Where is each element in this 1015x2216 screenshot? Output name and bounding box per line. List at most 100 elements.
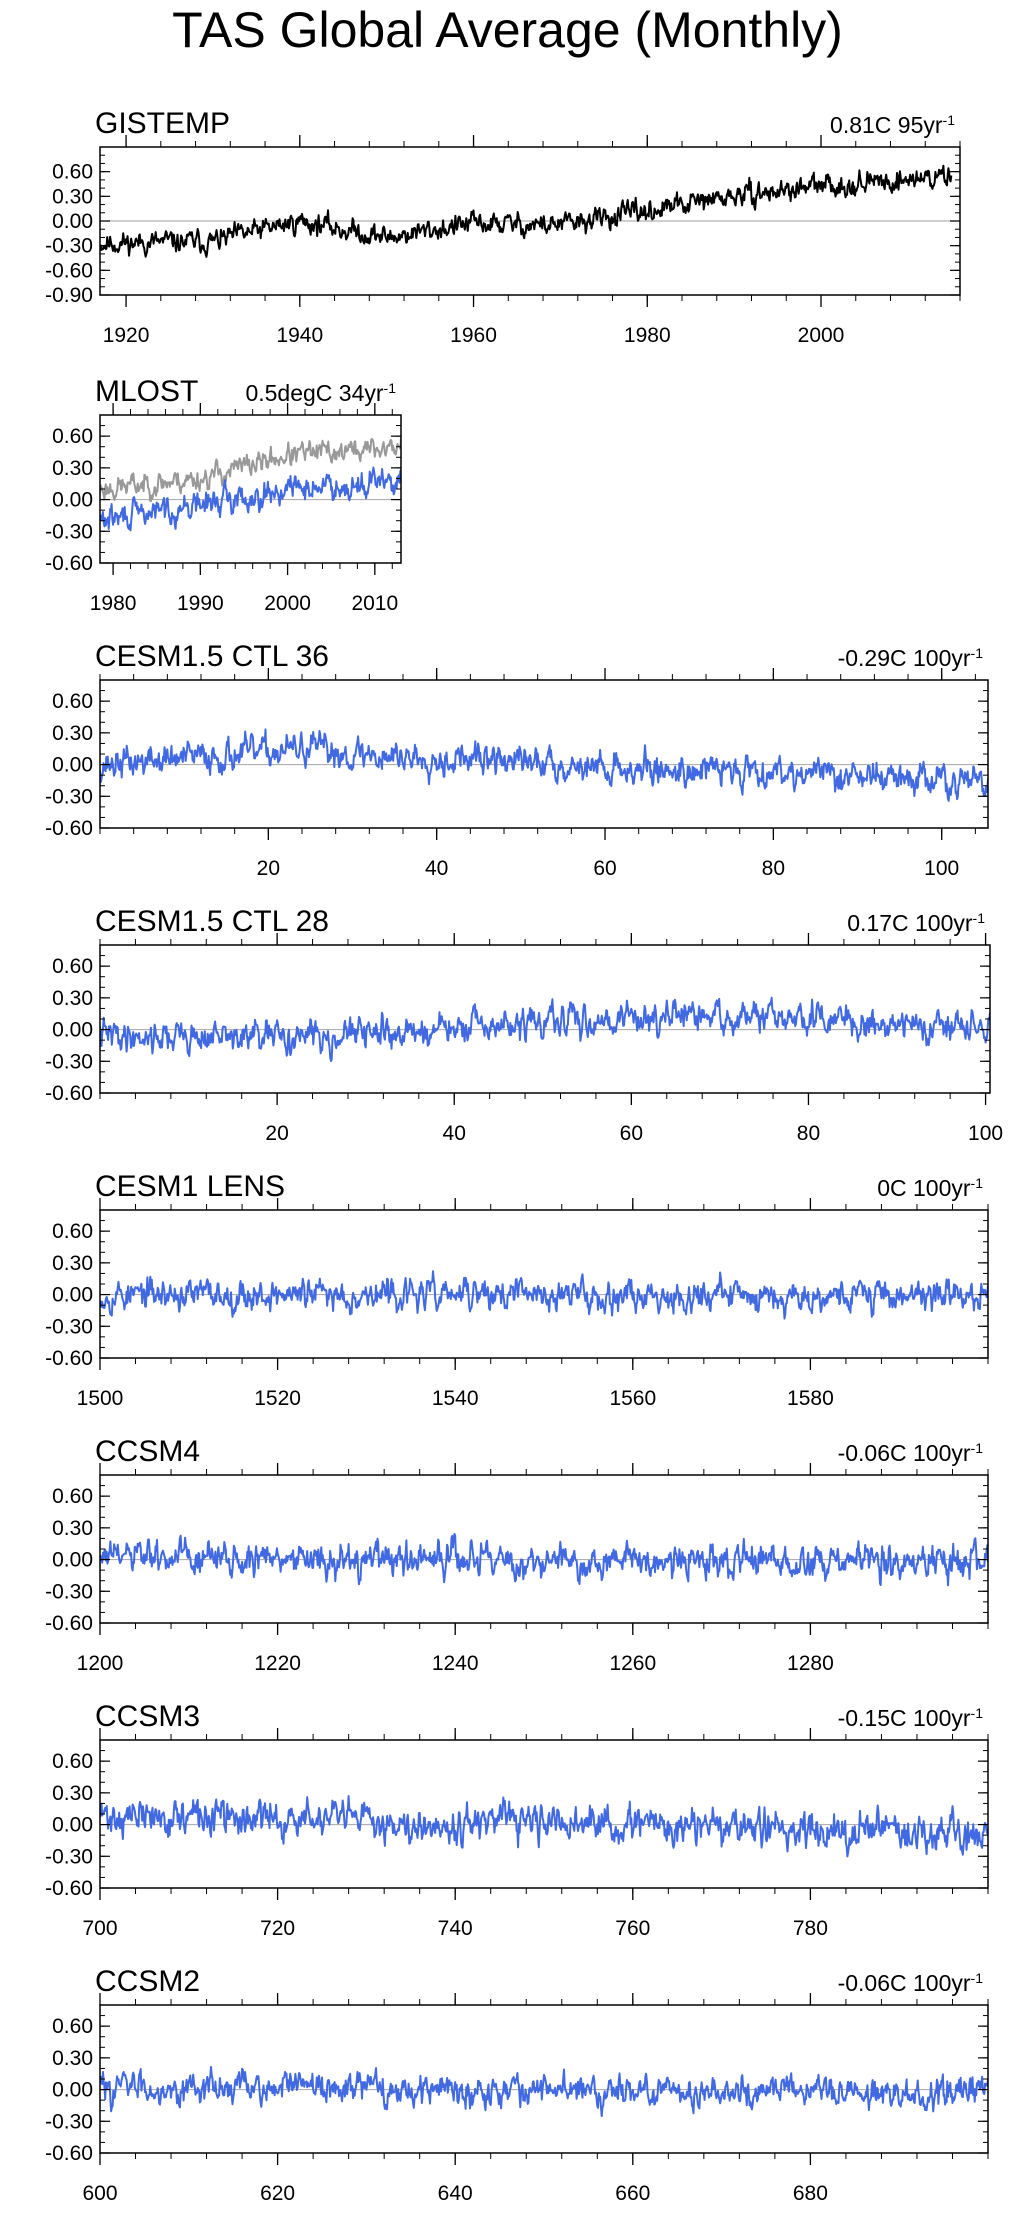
- y-tick-label: 0.60: [52, 690, 93, 713]
- series-line-1: [100, 1270, 988, 1320]
- y-tick-label: 0.00: [52, 1814, 93, 1837]
- panel-label: MLOST: [95, 375, 198, 408]
- y-tick-label: 0.60: [52, 2015, 93, 2038]
- y-tick-label: 0.60: [52, 955, 93, 978]
- x-tick-label: 1580: [787, 1387, 834, 1410]
- panel-label: GISTEMP: [95, 107, 230, 140]
- plot-frame: [99, 414, 402, 564]
- x-tick-label: 1260: [609, 1652, 656, 1675]
- y-tick-label: -0.60: [45, 2142, 93, 2165]
- x-tick-label: 640: [438, 2182, 473, 2205]
- chart-panel-cesm1-lens: CESM1 LENS 0C 100yr-1 0.60 0.30 0.00 -0.30 -0.…: [45, 1170, 989, 1410]
- series-line-2: [100, 466, 401, 532]
- y-tick-label: -0.60: [45, 1347, 93, 1370]
- y-tick-label: -0.30: [45, 520, 93, 543]
- panel-label: CESM1.5 CTL 36: [95, 640, 329, 673]
- x-tick-label: 600: [82, 2182, 117, 2205]
- y-tick-label: 0.30: [52, 1517, 93, 1540]
- y-tick-label: 0.00: [52, 2079, 93, 2102]
- y-tick-label: 0.30: [52, 722, 93, 745]
- series-line-1: [100, 437, 401, 503]
- y-tick-label: -0.30: [45, 1050, 93, 1073]
- x-tick-label: 1200: [77, 1652, 124, 1675]
- y-tick-label: 0.60: [52, 425, 93, 448]
- chart-panel-ccsm4: CCSM4 -0.06C 100yr-1 0.60 0.30 0.00 -0.30 -0.6…: [45, 1435, 989, 1675]
- x-tick-label: 100: [968, 1122, 1003, 1145]
- y-tick-label: -0.30: [45, 235, 93, 258]
- x-tick-label: 60: [593, 857, 616, 880]
- series-line-1: [100, 728, 988, 802]
- series-line-1: [100, 1795, 988, 1858]
- trend-label: 0.17C 100yr-1: [847, 910, 985, 936]
- x-tick-label: 700: [82, 1917, 117, 1940]
- y-tick-label: -0.60: [45, 1877, 93, 1900]
- x-tick-label: 780: [793, 1917, 828, 1940]
- y-tick-label: -0.60: [45, 1082, 93, 1105]
- y-tick-label: 0.60: [52, 1750, 93, 1773]
- x-tick-label: 1520: [254, 1387, 301, 1410]
- trend-label: 0.81C 95yr-1: [830, 112, 955, 138]
- main-title: TAS Global Average (Monthly): [172, 2, 843, 58]
- chart-panel-gistemp: GISTEMP 0.81C 95yr-1 0.600.300.00-0.30-0.6…: [45, 107, 961, 347]
- trend-label: -0.29C 100yr-1: [838, 645, 984, 671]
- x-tick-label: 620: [260, 2182, 295, 2205]
- panel-label: CCSM2: [95, 1965, 200, 1998]
- x-tick-label: 40: [425, 857, 448, 880]
- x-tick-label: 100: [924, 857, 959, 880]
- y-tick-label: -0.30: [45, 1580, 93, 1603]
- trend-label: -0.15C 100yr-1: [838, 1705, 984, 1731]
- chart-panel-cesm1-5-ctl-36: CESM1.5 CTL 36 -0.29C 100yr-1 0.60 0.30 0.00…: [45, 640, 989, 880]
- y-tick-label: -0.60: [45, 1612, 93, 1635]
- x-tick-label: 1940: [276, 324, 323, 347]
- y-tick-label: 0.00: [52, 210, 93, 233]
- y-tick-label: -0.30: [45, 1315, 93, 1338]
- chart-panel-ccsm3: CCSM3 -0.15C 100yr-1 0.60 0.30 0.00 -0.30 -0.6…: [45, 1700, 989, 1940]
- y-tick-label: 0.60: [52, 1485, 93, 1508]
- panel-label: CCSM3: [95, 1700, 200, 1733]
- x-tick-label: 1960: [450, 324, 497, 347]
- panel-label: CESM1 LENS: [95, 1170, 285, 1203]
- x-tick-label: 1540: [432, 1387, 479, 1410]
- y-tick-label: 0.30: [52, 2047, 93, 2070]
- x-tick-label: 1980: [90, 592, 137, 615]
- x-tick-label: 80: [762, 857, 785, 880]
- x-tick-label: 20: [257, 857, 280, 880]
- x-tick-label: 2000: [264, 592, 311, 615]
- y-tick-label: 0.60: [52, 1220, 93, 1243]
- x-tick-label: 1280: [787, 1652, 834, 1675]
- x-tick-label: 2010: [351, 592, 398, 615]
- trend-label: -0.06C 100yr-1: [838, 1440, 984, 1466]
- x-tick-label: 1980: [624, 324, 671, 347]
- y-tick-label: 0.00: [52, 1284, 93, 1307]
- series-line-1: [100, 164, 953, 258]
- y-tick-label: -0.60: [45, 552, 93, 575]
- x-tick-label: 740: [438, 1917, 473, 1940]
- y-tick-label: 0.60: [52, 161, 93, 184]
- y-tick-label: 0.30: [52, 987, 93, 1010]
- y-tick-label: -0.30: [45, 2110, 93, 2133]
- y-tick-label: -0.30: [45, 785, 93, 808]
- x-tick-label: 20: [265, 1122, 288, 1145]
- x-tick-label: 1220: [254, 1652, 301, 1675]
- chart-panel-cesm1-5-ctl-28: CESM1.5 CTL 28 0.17C 100yr-1 0.60 0.30 0.00 -…: [45, 905, 1003, 1145]
- series-line-1: [100, 2066, 988, 2118]
- x-tick-label: 1500: [77, 1387, 124, 1410]
- chart-panel-mlost: MLOST 0.5degC 34yr-1 0.60 0.30 0.00 -0.30 -0.6…: [45, 375, 402, 615]
- y-tick-label: -0.60: [45, 259, 93, 282]
- y-tick-label: 0.00: [52, 1019, 93, 1042]
- y-tick-label: 0.30: [52, 1782, 93, 1805]
- y-tick-label: 0.00: [52, 489, 93, 512]
- trend-label: 0.5degC 34yr-1: [245, 380, 396, 406]
- trend-label: 0C 100yr-1: [877, 1175, 983, 1201]
- plot-frame: [99, 1209, 989, 1359]
- y-tick-label: -0.30: [45, 1845, 93, 1868]
- panel-label: CESM1.5 CTL 28: [95, 905, 329, 938]
- plot-frame: [99, 944, 991, 1094]
- panel-label: CCSM4: [95, 1435, 200, 1468]
- y-tick-label: 0.30: [52, 1252, 93, 1275]
- y-tick-label: 0.30: [52, 185, 93, 208]
- x-tick-label: 1240: [432, 1652, 479, 1675]
- y-tick-label: 0.00: [52, 1549, 93, 1572]
- trend-label: -0.06C 100yr-1: [838, 1970, 984, 1996]
